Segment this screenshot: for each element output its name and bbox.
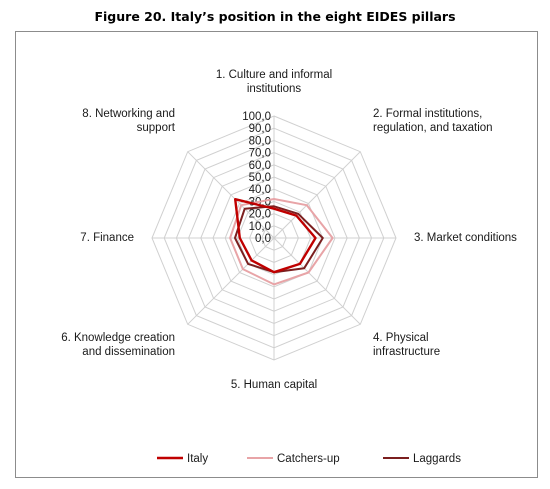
legend-label: Italy <box>187 453 208 465</box>
category-label-line: institutions <box>247 83 302 95</box>
figure-title: Figure 20. Italy’s position in the eight… <box>94 9 456 24</box>
legend-label: Catchers-up <box>277 453 340 465</box>
category-label-line: 5. Human capital <box>231 379 317 391</box>
tick-label: 20,0 <box>249 209 271 221</box>
category-label-line: 1. Culture and informal <box>216 69 332 81</box>
tick-label: 70,0 <box>249 148 271 160</box>
category-label-line: and dissemination <box>82 346 175 358</box>
category-label-line: support <box>137 122 176 134</box>
category-label: 8. Networking and support <box>82 108 176 134</box>
category-label-line: 4. Physical <box>373 332 429 344</box>
category-label: 2. Formal institutions, regulation, and t… <box>373 108 493 134</box>
tick-label: 60,0 <box>249 160 271 172</box>
grid-spoke <box>187 151 275 239</box>
radial-tick-labels: 0,010,020,030,040,050,060,070,080,090,01… <box>242 111 271 245</box>
tick-label: 50,0 <box>249 172 271 184</box>
category-label: 4. Physical infrastructure <box>373 332 440 358</box>
category-label-line: 3. Market conditions <box>414 232 517 244</box>
legend-label: Laggards <box>413 453 461 465</box>
tick-label: 80,0 <box>249 135 271 147</box>
category-label-line: regulation, and taxation <box>373 122 493 134</box>
tick-label: 10,0 <box>249 221 271 233</box>
chart-frame <box>15 31 538 478</box>
category-label-line: 6. Knowledge creation <box>61 332 175 344</box>
tick-label: 0,0 <box>255 233 271 245</box>
category-label-line: 7. Finance <box>80 232 134 244</box>
category-label-line: 2. Formal institutions, <box>373 108 482 120</box>
legend: Italy Catchers-up Laggards <box>157 453 461 465</box>
radar-grid <box>151 115 397 361</box>
series-lines <box>229 197 334 286</box>
category-label-line: 8. Networking and <box>82 108 175 120</box>
tick-label: 40,0 <box>249 184 271 196</box>
category-labels: 1. Culture and informal institutions 2. Fo… <box>61 69 517 391</box>
category-label: 5. Human capital <box>231 379 317 391</box>
tick-label: 90,0 <box>249 123 271 135</box>
grid-spoke <box>273 237 361 325</box>
grid-spoke <box>273 151 361 239</box>
series-line-italy <box>233 197 317 274</box>
category-label: 3. Market conditions <box>414 232 517 244</box>
category-label: 1. Culture and informal institutions <box>216 69 332 95</box>
tick-label: 100,0 <box>242 111 271 123</box>
category-label: 7. Finance <box>80 232 134 244</box>
category-label-line: infrastructure <box>373 346 440 358</box>
grid-spoke <box>187 237 275 325</box>
category-label: 6. Knowledge creation and dissemination <box>61 332 175 358</box>
